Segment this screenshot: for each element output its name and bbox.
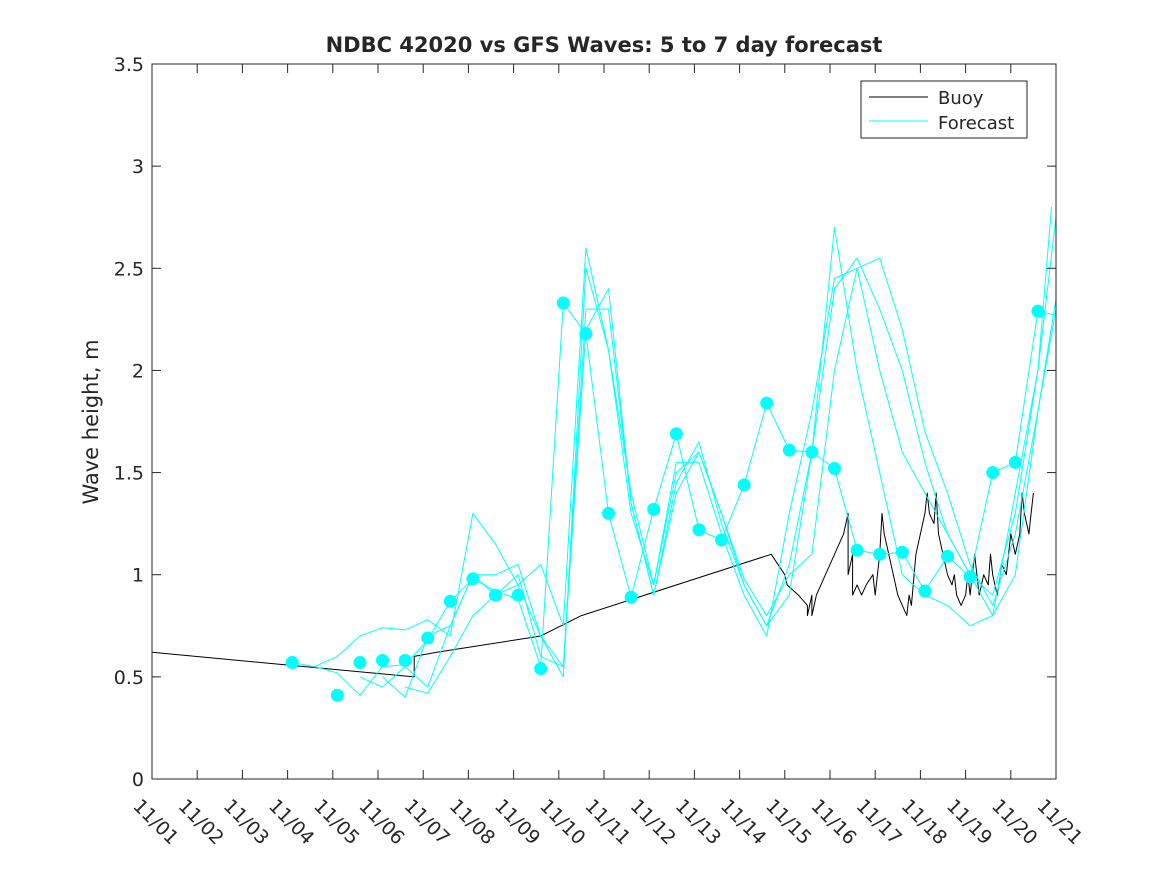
forecast-marker bbox=[353, 656, 367, 670]
forecast-marker bbox=[986, 466, 1000, 480]
legend: Buoy Forecast bbox=[860, 80, 1028, 139]
forecast-marker bbox=[782, 443, 796, 457]
series-line-forecast-d bbox=[382, 257, 1056, 698]
forecast-marker bbox=[669, 427, 683, 441]
y-tick-label: 1 bbox=[132, 565, 144, 587]
forecast-marker bbox=[624, 590, 638, 604]
forecast-marker bbox=[828, 461, 842, 475]
forecast-marker bbox=[285, 656, 299, 670]
forecast-marker bbox=[489, 588, 503, 602]
forecast-marker bbox=[963, 570, 977, 584]
forecast-marker bbox=[760, 396, 774, 410]
forecast-marker bbox=[534, 662, 548, 676]
legend-box bbox=[860, 80, 1028, 139]
forecast-marker bbox=[556, 296, 570, 310]
forecast-marker bbox=[850, 543, 864, 557]
y-tick-label: 0 bbox=[132, 769, 144, 791]
forecast-marker bbox=[805, 445, 819, 459]
forecast-marker bbox=[466, 572, 480, 586]
y-tick-label: 0.5 bbox=[114, 667, 144, 689]
y-tick-label: 2 bbox=[132, 360, 144, 382]
forecast-marker bbox=[376, 654, 390, 668]
forecast-marker bbox=[941, 549, 955, 563]
forecast-marker bbox=[1008, 455, 1022, 469]
forecast-marker bbox=[443, 594, 457, 608]
forecast-marker bbox=[918, 584, 932, 598]
legend-buoy-label: Buoy bbox=[938, 88, 984, 109]
forecast-marker bbox=[873, 547, 887, 561]
y-axis: 0 0.5 1 1.5 2 2.5 3 3.5 bbox=[114, 54, 1056, 791]
forecast-marker bbox=[647, 502, 661, 516]
y-tick-label: 2.5 bbox=[114, 258, 144, 280]
forecast-marker bbox=[330, 688, 344, 702]
forecast-marker bbox=[602, 506, 616, 520]
forecast-marker bbox=[421, 631, 435, 645]
y-tick-label: 3 bbox=[132, 156, 144, 178]
y-tick-label: 1.5 bbox=[114, 463, 144, 485]
forecast-marker bbox=[715, 533, 729, 547]
forecast-marker bbox=[895, 545, 909, 559]
forecast-marker bbox=[579, 327, 593, 341]
y-axis-label: Wave height, m bbox=[79, 339, 103, 504]
series-line-buoy bbox=[152, 492, 1034, 678]
forecast-marker bbox=[511, 588, 525, 602]
y-tick-label: 3.5 bbox=[114, 54, 144, 76]
forecast-marker bbox=[1031, 304, 1045, 318]
series-line-forecast-e bbox=[404, 257, 1056, 694]
forecast-marker bbox=[398, 654, 412, 668]
legend-forecast-label: Forecast bbox=[938, 113, 1014, 134]
series-layer bbox=[152, 206, 1056, 702]
forecast-marker bbox=[737, 478, 751, 492]
chart-title: NDBC 42020 vs GFS Waves: 5 to 7 day fore… bbox=[326, 33, 883, 57]
forecast-marker bbox=[692, 523, 706, 537]
